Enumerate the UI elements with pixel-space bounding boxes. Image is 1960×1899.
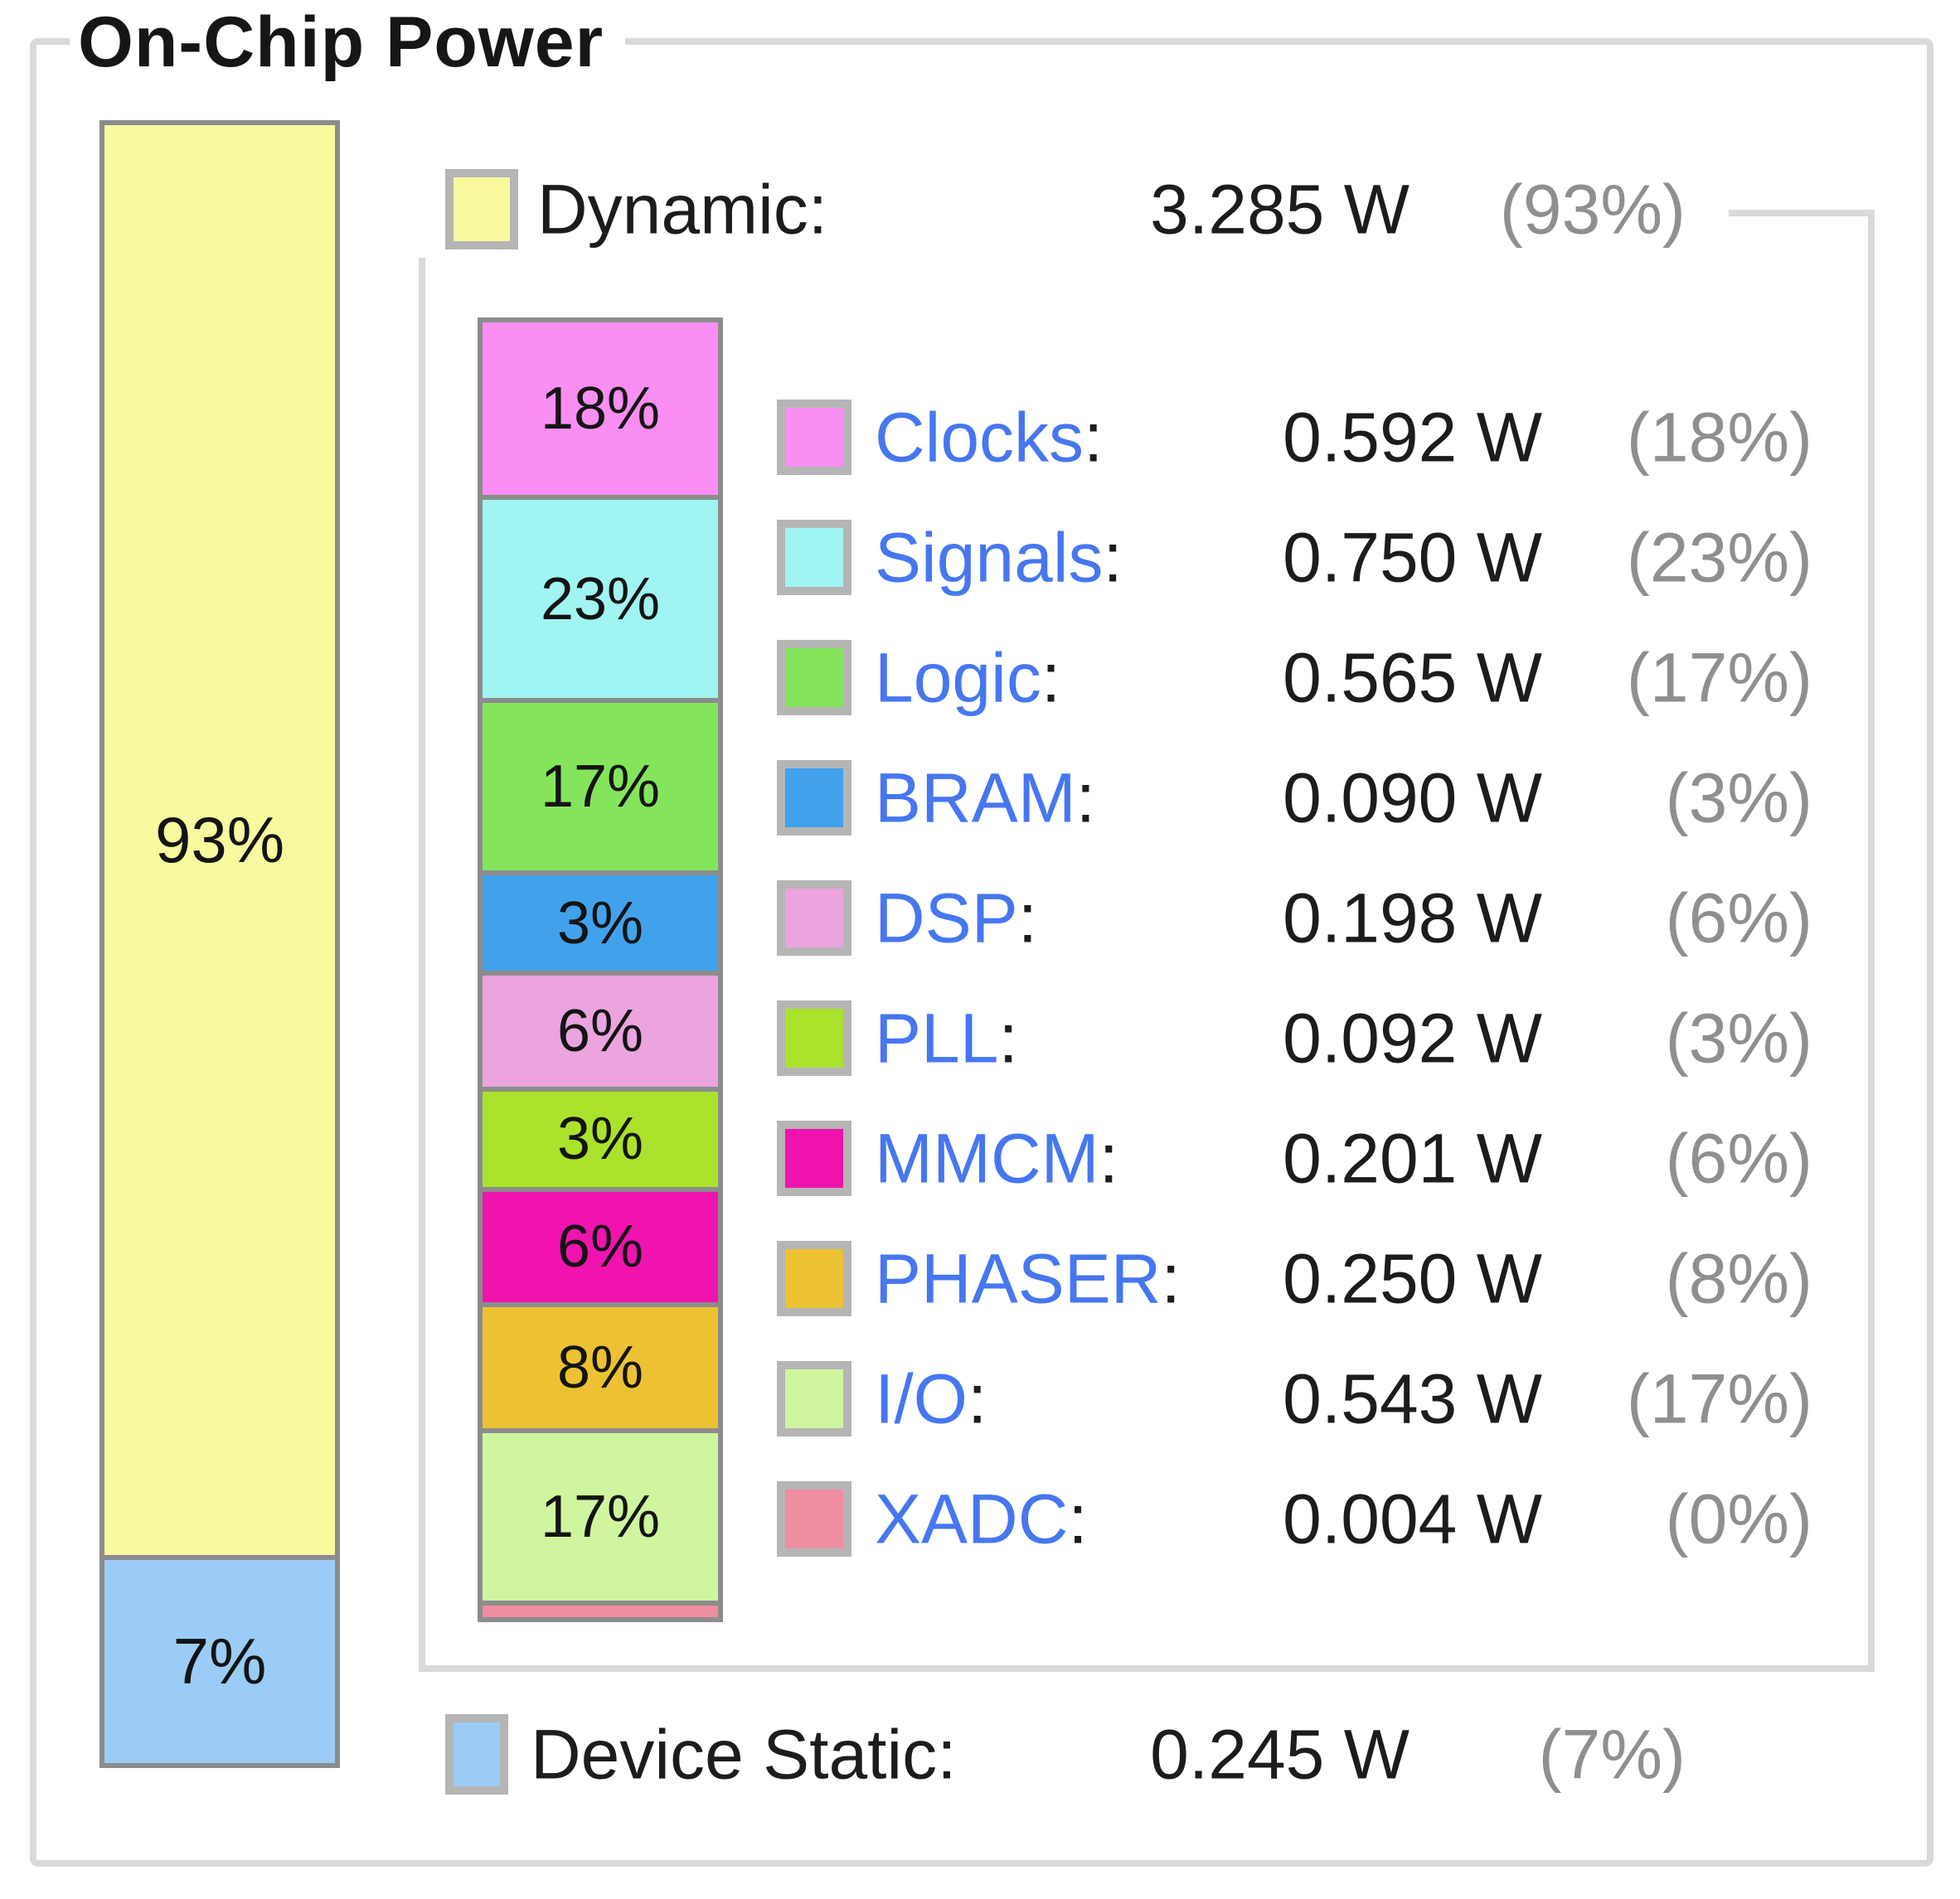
breakdown-bar-segment: 23%	[483, 495, 718, 699]
legend-color-swatch	[777, 880, 851, 956]
legend-row: BRAM: 0.090 W (3%)	[777, 758, 1812, 836]
dynamic-breakdown-bar: 18% 23% 17% 3% 6% 3% 6% 8% 17%	[478, 317, 723, 1622]
legend-label-link[interactable]: Signals:	[875, 518, 1123, 596]
legend-value: 0.250 W	[1283, 1239, 1542, 1317]
legend-row: PHASER: 0.250 W (8%)	[777, 1239, 1812, 1317]
breakdown-bar-segment-label: 3%	[556, 889, 644, 957]
breakdown-bar-segment-label: 3%	[556, 1106, 644, 1173]
legend-color-swatch	[777, 640, 851, 715]
device-static-label: Device Static:	[531, 1715, 957, 1794]
breakdown-bar-segment: 18%	[483, 322, 718, 496]
dynamic-color-swatch	[445, 169, 518, 249]
dynamic-row: Dynamic: 3.285 W (93%)	[419, 164, 1729, 255]
legend-percent: (0%)	[1665, 1480, 1812, 1557]
legend-row: Signals: 0.750 W (23%)	[777, 518, 1812, 596]
breakdown-bar-segment: 6%	[483, 971, 718, 1087]
breakdown-bar-segment	[483, 1600, 718, 1617]
breakdown-bar-segment: 17%	[483, 698, 718, 871]
legend-label-link[interactable]: XADC:	[875, 1480, 1088, 1557]
breakdown-bar-segment: 3%	[483, 870, 718, 971]
device-static-color-swatch	[445, 1714, 508, 1795]
device-static-value: 0.245 W	[1150, 1715, 1409, 1794]
total-bar-segment: 7%	[104, 1555, 335, 1763]
panel-title: On-Chip Power	[70, 2, 626, 84]
power-legend: Clocks: 0.592 W (18%) Signals: 0.750 W (23%) L…	[777, 398, 1812, 1601]
legend-percent: (3%)	[1665, 758, 1812, 836]
total-bar-segment-label: 7%	[172, 1625, 267, 1698]
device-static-row: Device Static: 0.245 W (7%)	[419, 1709, 1729, 1800]
dynamic-value: 3.285 W	[1150, 170, 1409, 249]
legend-row: XADC: 0.004 W (0%)	[777, 1480, 1812, 1557]
dynamic-group-border-cover	[414, 162, 1729, 258]
legend-row: DSP: 0.198 W (6%)	[777, 879, 1812, 957]
dynamic-percent: (93%)	[1499, 170, 1686, 249]
breakdown-bar-segment: 8%	[483, 1301, 718, 1428]
legend-color-swatch	[777, 520, 851, 595]
breakdown-bar-segment-label: 8%	[556, 1334, 644, 1401]
legend-label-link[interactable]: PHASER:	[875, 1239, 1181, 1317]
legend-row: PLL: 0.092 W (3%)	[777, 999, 1812, 1077]
legend-row: Clocks: 0.592 W (18%)	[777, 398, 1812, 476]
legend-row: I/O: 0.543 W (17%)	[777, 1359, 1812, 1437]
legend-percent: (17%)	[1626, 1359, 1812, 1437]
legend-color-swatch	[777, 400, 851, 475]
legend-color-swatch	[777, 1000, 851, 1076]
legend-value: 0.198 W	[1283, 879, 1542, 957]
legend-label-link[interactable]: MMCM:	[875, 1119, 1118, 1197]
breakdown-bar-segment-label: 17%	[540, 1483, 661, 1550]
legend-percent: (6%)	[1665, 1119, 1812, 1197]
breakdown-bar-segment-label: 17%	[540, 753, 661, 821]
breakdown-bar-segment-label: 23%	[540, 565, 661, 632]
legend-row: MMCM: 0.201 W (6%)	[777, 1119, 1812, 1197]
device-static-percent: (7%)	[1538, 1715, 1686, 1794]
breakdown-bar-segment-label: 6%	[556, 997, 644, 1064]
legend-color-swatch	[777, 1241, 851, 1316]
legend-value: 0.090 W	[1283, 758, 1542, 836]
legend-percent: (8%)	[1665, 1239, 1812, 1317]
legend-color-swatch	[777, 1121, 851, 1196]
legend-percent: (6%)	[1665, 879, 1812, 957]
legend-color-swatch	[777, 1481, 851, 1557]
legend-label-link[interactable]: PLL:	[875, 999, 1018, 1077]
legend-percent: (3%)	[1665, 999, 1812, 1077]
legend-value: 0.201 W	[1283, 1119, 1542, 1197]
breakdown-bar-segment: 3%	[483, 1086, 718, 1187]
legend-value: 0.750 W	[1283, 518, 1542, 596]
breakdown-bar-segment-label: 18%	[540, 375, 661, 443]
legend-value: 0.004 W	[1283, 1480, 1542, 1557]
panel-border	[30, 38, 1933, 1867]
legend-value: 0.092 W	[1283, 999, 1542, 1077]
dynamic-label: Dynamic:	[537, 170, 828, 249]
legend-value: 0.543 W	[1283, 1359, 1542, 1437]
legend-value: 0.592 W	[1283, 398, 1542, 476]
total-power-bar: 93% 7%	[99, 120, 340, 1768]
total-bar-segment: 93%	[104, 125, 335, 1556]
total-bar-segment-label: 93%	[154, 803, 285, 876]
legend-label-link[interactable]: I/O:	[875, 1359, 987, 1437]
legend-label-link[interactable]: BRAM:	[875, 758, 1096, 836]
legend-color-swatch	[777, 760, 851, 836]
legend-value: 0.565 W	[1283, 638, 1542, 716]
legend-label-link[interactable]: Clocks:	[875, 398, 1104, 476]
legend-row: Logic: 0.565 W (17%)	[777, 638, 1812, 716]
breakdown-bar-segment: 17%	[483, 1427, 718, 1601]
legend-percent: (23%)	[1626, 518, 1812, 596]
legend-percent: (17%)	[1626, 638, 1812, 716]
legend-percent: (18%)	[1626, 398, 1812, 476]
legend-label-link[interactable]: DSP:	[875, 879, 1038, 957]
legend-label-link[interactable]: Logic:	[875, 638, 1061, 716]
legend-color-swatch	[777, 1361, 851, 1436]
breakdown-bar-segment-label: 6%	[556, 1214, 644, 1281]
breakdown-bar-segment: 6%	[483, 1186, 718, 1302]
